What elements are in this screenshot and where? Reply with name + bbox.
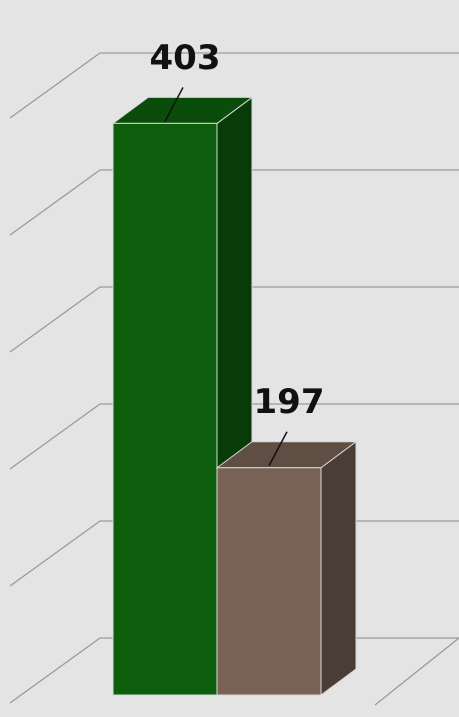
bar-front <box>112 122 218 696</box>
data-label: 403 <box>150 38 221 78</box>
label-leader <box>268 431 288 467</box>
label-leader <box>164 87 184 122</box>
grid-line <box>9 169 459 236</box>
grid-line <box>9 52 459 119</box>
grid-line <box>9 286 459 353</box>
grid-line <box>9 403 459 470</box>
bar-side <box>320 440 357 696</box>
data-label: 197 <box>254 382 325 422</box>
bar-front <box>216 467 322 696</box>
bar <box>215 440 358 696</box>
floor-edge <box>374 637 459 706</box>
